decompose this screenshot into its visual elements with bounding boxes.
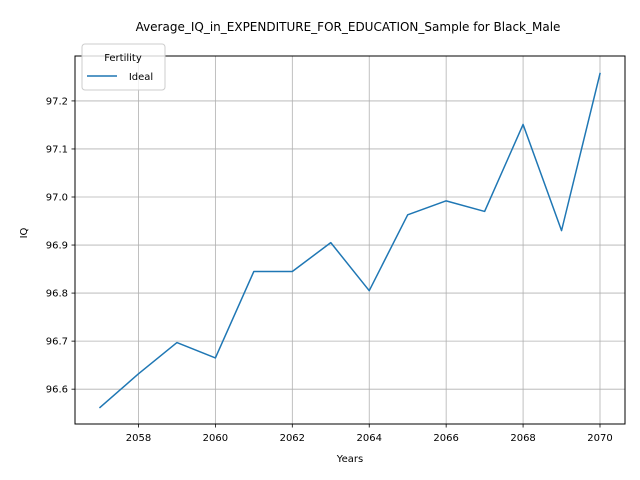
legend-box: [81, 43, 166, 91]
grid-lines: [75, 56, 625, 424]
legend: Fertility Ideal: [81, 43, 166, 91]
y-tick-label: 96.7: [46, 337, 68, 348]
y-tick-label: 96.6: [46, 385, 68, 396]
y-tick-label: 97.0: [46, 193, 68, 204]
x-tick-label: 2064: [357, 433, 382, 444]
series-line-ideal: [98, 72, 601, 409]
x-tick-label: 2066: [433, 433, 458, 444]
x-tick-label: 2062: [280, 433, 305, 444]
x-tick-label: 2058: [126, 433, 151, 444]
y-axis-label: IQ: [19, 227, 30, 238]
x-tick-label: 2070: [587, 433, 612, 444]
y-tick-label: 96.8: [46, 289, 68, 300]
y-axis: 96.6 96.7 96.8 96.9 97.0 97.1 97.2: [46, 96, 75, 396]
y-tick-label: 97.1: [46, 144, 68, 155]
x-tick-label: 2068: [510, 433, 535, 444]
legend-title: Fertility: [104, 53, 142, 64]
plot-frame: [74, 55, 626, 425]
x-tick-label: 2060: [203, 433, 228, 444]
x-axis: 2058 2060 2062 2064 2066 2068 2070: [126, 424, 613, 444]
y-tick-label: 96.9: [46, 241, 68, 252]
series-layer: [98, 72, 601, 409]
x-axis-label: Years: [336, 454, 363, 465]
legend-label-ideal: Ideal: [129, 72, 153, 83]
y-tick-label: 97.2: [46, 96, 68, 107]
chart-title: Average_IQ_in_EXPENDITURE_FOR_EDUCATION_…: [136, 20, 561, 34]
